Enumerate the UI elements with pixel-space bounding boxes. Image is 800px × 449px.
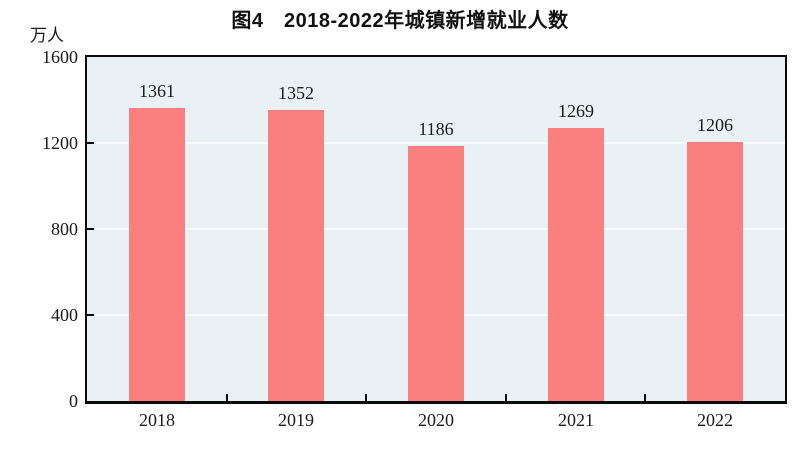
bar-value-label: 1206 [697, 115, 733, 135]
plot-panel [87, 57, 785, 401]
chart-title: 图4 2018-2022年城镇新增就业人数 [231, 10, 569, 32]
y-axis-tick-label: 1200 [42, 133, 78, 153]
bar [548, 128, 604, 401]
x-axis-tick-label: 2022 [697, 410, 733, 430]
bar [687, 142, 743, 401]
bar-value-label: 1186 [418, 119, 454, 139]
x-axis-tick-mark [365, 394, 367, 401]
plot-area [85, 55, 787, 404]
x-axis-tick-label: 2018 [139, 410, 175, 430]
x-axis-tick-mark [505, 394, 507, 401]
y-axis-tick-label: 1600 [42, 47, 78, 67]
bar [408, 146, 464, 401]
y-axis-tick-mark [87, 314, 94, 316]
y-axis-tick-label: 800 [51, 219, 78, 239]
bar-value-label: 1269 [558, 101, 594, 121]
bar [268, 110, 324, 401]
y-axis-tick-label: 0 [69, 391, 78, 411]
x-axis-tick-mark [226, 394, 228, 401]
y-axis-tick-mark [87, 142, 94, 144]
x-axis-tick-label: 2021 [558, 410, 594, 430]
x-axis-tick-label: 2019 [278, 410, 314, 430]
bar-value-label: 1361 [139, 81, 175, 101]
y-axis-unit-label: 万人 [30, 26, 64, 45]
y-axis-tick-mark [87, 228, 94, 230]
bar-value-label: 1352 [278, 83, 314, 103]
gridline [87, 142, 785, 144]
y-axis-tick-label: 400 [51, 305, 78, 325]
x-axis-tick-label: 2020 [418, 410, 454, 430]
bar [129, 108, 185, 401]
x-axis-tick-mark [644, 394, 646, 401]
